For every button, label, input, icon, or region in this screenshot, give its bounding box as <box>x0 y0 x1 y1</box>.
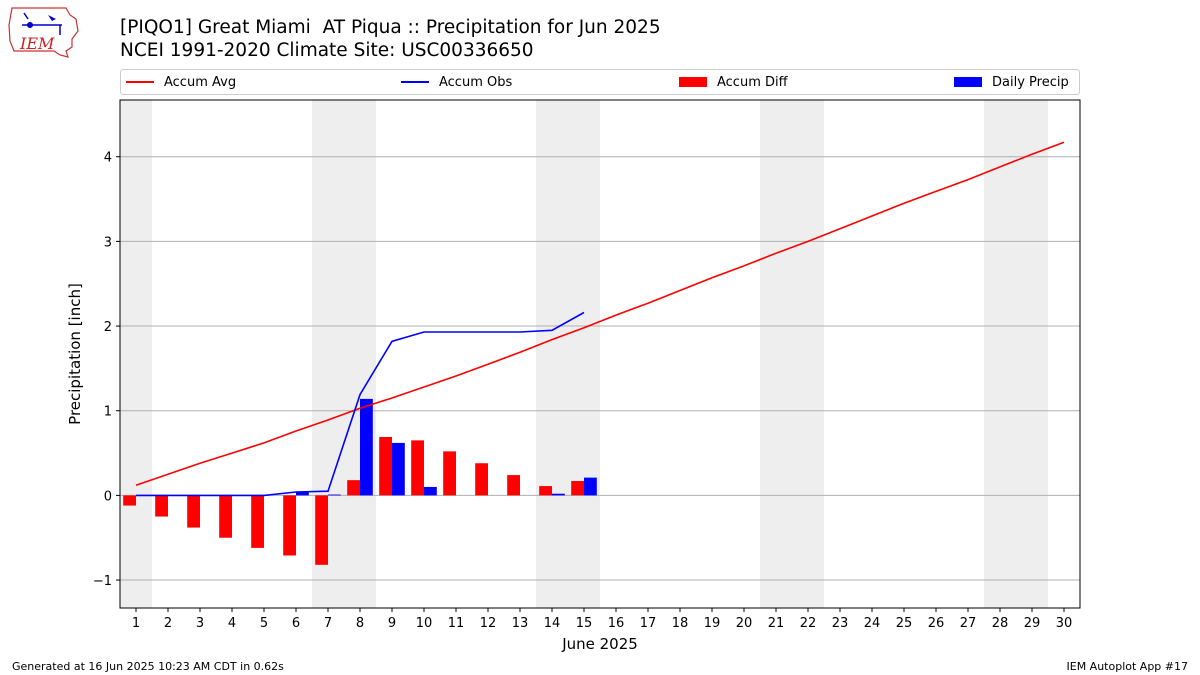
accum-diff-bar <box>379 436 392 496</box>
daily-precip-bar <box>360 398 373 496</box>
accum-diff-bar <box>123 495 136 506</box>
x-tick-label: 16 <box>608 616 625 631</box>
weekend-bands <box>120 100 1048 608</box>
legend-label: Accum Obs <box>439 74 513 90</box>
legend-item-accum-avg: Accum Avg <box>126 70 236 94</box>
lines <box>135 141 1065 497</box>
accum-diff-bar <box>251 495 264 548</box>
x-axis-label: June 2025 <box>561 635 638 653</box>
x-tick-label: 17 <box>640 616 657 631</box>
legend-item-accum-obs: Accum Obs <box>401 70 512 94</box>
weekend-band <box>536 100 600 608</box>
legend-swatch <box>126 81 154 83</box>
x-tick-label: 5 <box>260 616 268 631</box>
x-tick-label: 18 <box>672 616 689 631</box>
accum-diff-bar <box>155 495 168 517</box>
chart-legend: Accum Avg Accum Obs Accum Diff Daily Pre… <box>120 69 1080 95</box>
x-tick-label: 26 <box>928 616 945 631</box>
accum-obs-line <box>136 311 585 497</box>
svg-text:IEM: IEM <box>19 34 55 53</box>
daily-precip-bar <box>328 494 341 496</box>
accum-diff-bar <box>347 480 360 496</box>
legend-swatch <box>679 77 707 87</box>
x-tick-label: 4 <box>228 616 236 631</box>
x-tick-label: 20 <box>736 616 753 631</box>
x-tick-label: 19 <box>704 616 721 631</box>
accum-diff-bar <box>571 481 584 496</box>
legend-item-daily-precip: Daily Precip <box>954 70 1069 94</box>
gridlines <box>120 156 1080 581</box>
x-tick-label: 12 <box>480 616 497 631</box>
accum-diff-bar <box>219 495 232 538</box>
accum-diff-bar <box>187 495 200 528</box>
x-tick-label: 3 <box>196 616 204 631</box>
accum-diff-bar <box>283 495 296 556</box>
x-tick-label: 15 <box>576 616 593 631</box>
y-axis-ticks: −1 0 1 2 3 4 <box>93 151 120 589</box>
legend-item-accum-diff: Accum Diff <box>679 70 788 94</box>
x-tick-label: 8 <box>356 616 364 631</box>
x-tick-label: 23 <box>832 616 849 631</box>
app-label: IEM Autoplot App #17 <box>1066 660 1189 673</box>
weekend-band <box>984 100 1048 608</box>
y-tick-label: −1 <box>93 574 112 589</box>
chart-title: [PIQO1] Great Miami AT Piqua :: Precipit… <box>120 17 661 38</box>
x-tick-label: 28 <box>992 616 1009 631</box>
y-tick-label: 4 <box>104 151 112 166</box>
legend-swatch <box>954 77 982 87</box>
x-tick-label: 22 <box>800 616 817 631</box>
daily-precip-bar <box>424 486 437 496</box>
accum-diff-bar <box>539 486 552 496</box>
daily-precip-bar <box>392 442 405 496</box>
x-tick-label: 13 <box>512 616 529 631</box>
x-axis-ticks: 1 2 3 4 5 6 7 8 9 10 11 12 13 14 15 16 17 18 19 20 21 22 23 24 2… <box>132 608 1072 631</box>
generated-timestamp: Generated at 16 Jun 2025 10:23 AM CDT in… <box>12 660 284 673</box>
weekend-band <box>120 100 152 608</box>
weekend-band <box>760 100 824 608</box>
x-tick-label: 27 <box>960 616 977 631</box>
x-tick-label: 14 <box>544 616 561 631</box>
accum-diff-bar <box>507 475 520 496</box>
accum-diff-bar <box>411 440 424 496</box>
legend-label: Accum Diff <box>717 74 788 90</box>
x-tick-label: 24 <box>864 616 881 631</box>
bars <box>123 398 597 565</box>
y-tick-label: 3 <box>104 235 112 250</box>
daily-precip-bar <box>552 493 565 496</box>
legend-label: Accum Avg <box>164 74 237 90</box>
y-axis-label: Precipitation [inch] <box>66 283 84 425</box>
x-tick-label: 29 <box>1024 616 1041 631</box>
x-tick-label: 7 <box>324 616 332 631</box>
x-tick-label: 25 <box>896 616 913 631</box>
daily-precip-bar <box>296 492 309 496</box>
accum-diff-bar <box>315 495 328 565</box>
chart-subtitle: NCEI 1991-2020 Climate Site: USC00336650 <box>120 40 534 61</box>
plot-frame <box>119 99 1081 609</box>
x-tick-label: 21 <box>768 616 785 631</box>
accum-avg-line <box>135 141 1065 486</box>
x-tick-label: 6 <box>292 616 300 631</box>
x-tick-label: 2 <box>164 616 172 631</box>
x-tick-label: 11 <box>448 616 465 631</box>
x-tick-label: 9 <box>388 616 396 631</box>
x-tick-label: 1 <box>132 616 140 631</box>
legend-label: Daily Precip <box>992 74 1069 90</box>
legend-swatch <box>401 81 429 83</box>
accum-diff-bar <box>475 463 488 496</box>
x-tick-label: 30 <box>1056 616 1073 631</box>
y-tick-label: 2 <box>104 320 112 335</box>
x-tick-label: 10 <box>416 616 433 631</box>
iem-logo: IEM <box>8 7 79 58</box>
y-tick-label: 1 <box>104 405 112 420</box>
accum-diff-bar <box>443 451 456 496</box>
y-tick-label: 0 <box>104 489 112 504</box>
daily-precip-bar <box>584 477 597 496</box>
